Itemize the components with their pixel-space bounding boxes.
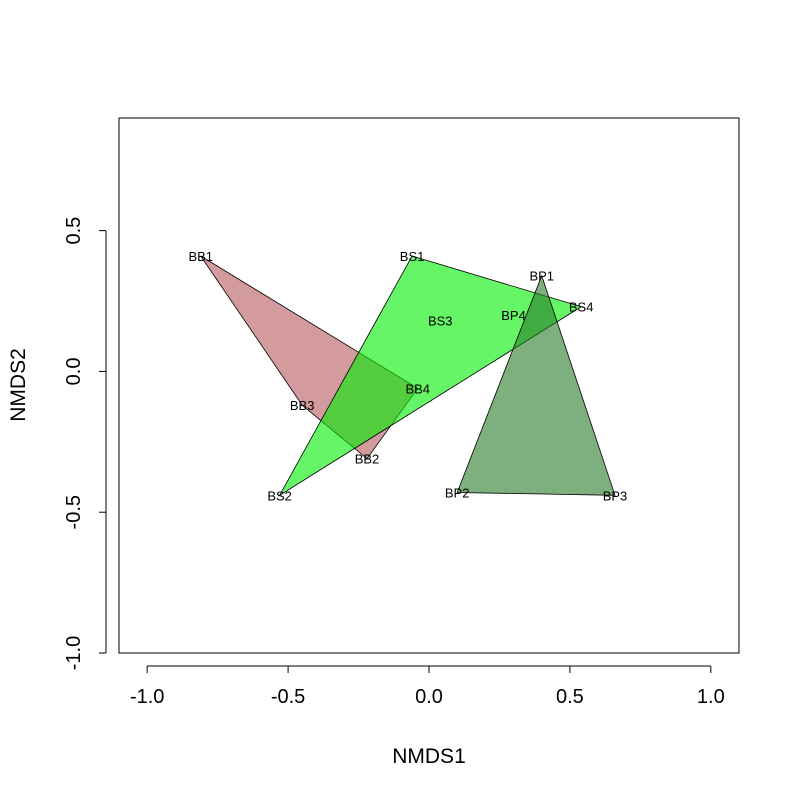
point-label-bs1: BS1	[400, 249, 425, 264]
hull-polygons	[200, 255, 616, 497]
y-axis-title: NMDS2	[7, 348, 30, 422]
point-label-bb1: BB1	[188, 249, 213, 264]
y-axis: -1.0 -0.5 0.0 0.5	[63, 217, 107, 670]
y-tick-label: -0.5	[63, 495, 85, 529]
x-tick-label: -1.0	[130, 686, 164, 708]
point-label-bp2: BP2	[445, 486, 470, 501]
x-tick-label: 0.5	[556, 686, 584, 708]
point-labels: BB1 BB2 BB3 BB4 BS1 BS2 BS3 BS4 BP1 BP2 BP3 BP4	[188, 249, 627, 503]
y-tick-label: -1.0	[63, 636, 85, 670]
x-tick-label: 0.0	[415, 686, 443, 708]
point-label-bb2: BB2	[355, 452, 380, 467]
y-tick-label: 0.5	[63, 217, 85, 245]
plot-frame	[118, 117, 740, 654]
point-label-bs2: BS2	[267, 488, 292, 503]
x-axis-title: NMDS1	[392, 745, 466, 768]
x-tick-label: 1.0	[697, 686, 725, 708]
hull-bp	[456, 274, 616, 496]
point-label-bp1: BP1	[529, 269, 554, 284]
point-label-bp4: BP4	[501, 308, 526, 323]
point-label-bb4: BB4	[405, 381, 430, 396]
point-label-bs4: BS4	[569, 300, 594, 315]
y-tick-label: 0.0	[63, 358, 85, 386]
point-label-bb3: BB3	[290, 398, 315, 413]
x-axis: -1.0 -0.5 0.0 0.5 1.0	[130, 665, 725, 708]
point-label-bs3: BS3	[428, 314, 453, 329]
hull-bs	[278, 255, 583, 497]
point-label-bp3: BP3	[603, 488, 628, 503]
x-tick-label: -0.5	[271, 686, 305, 708]
